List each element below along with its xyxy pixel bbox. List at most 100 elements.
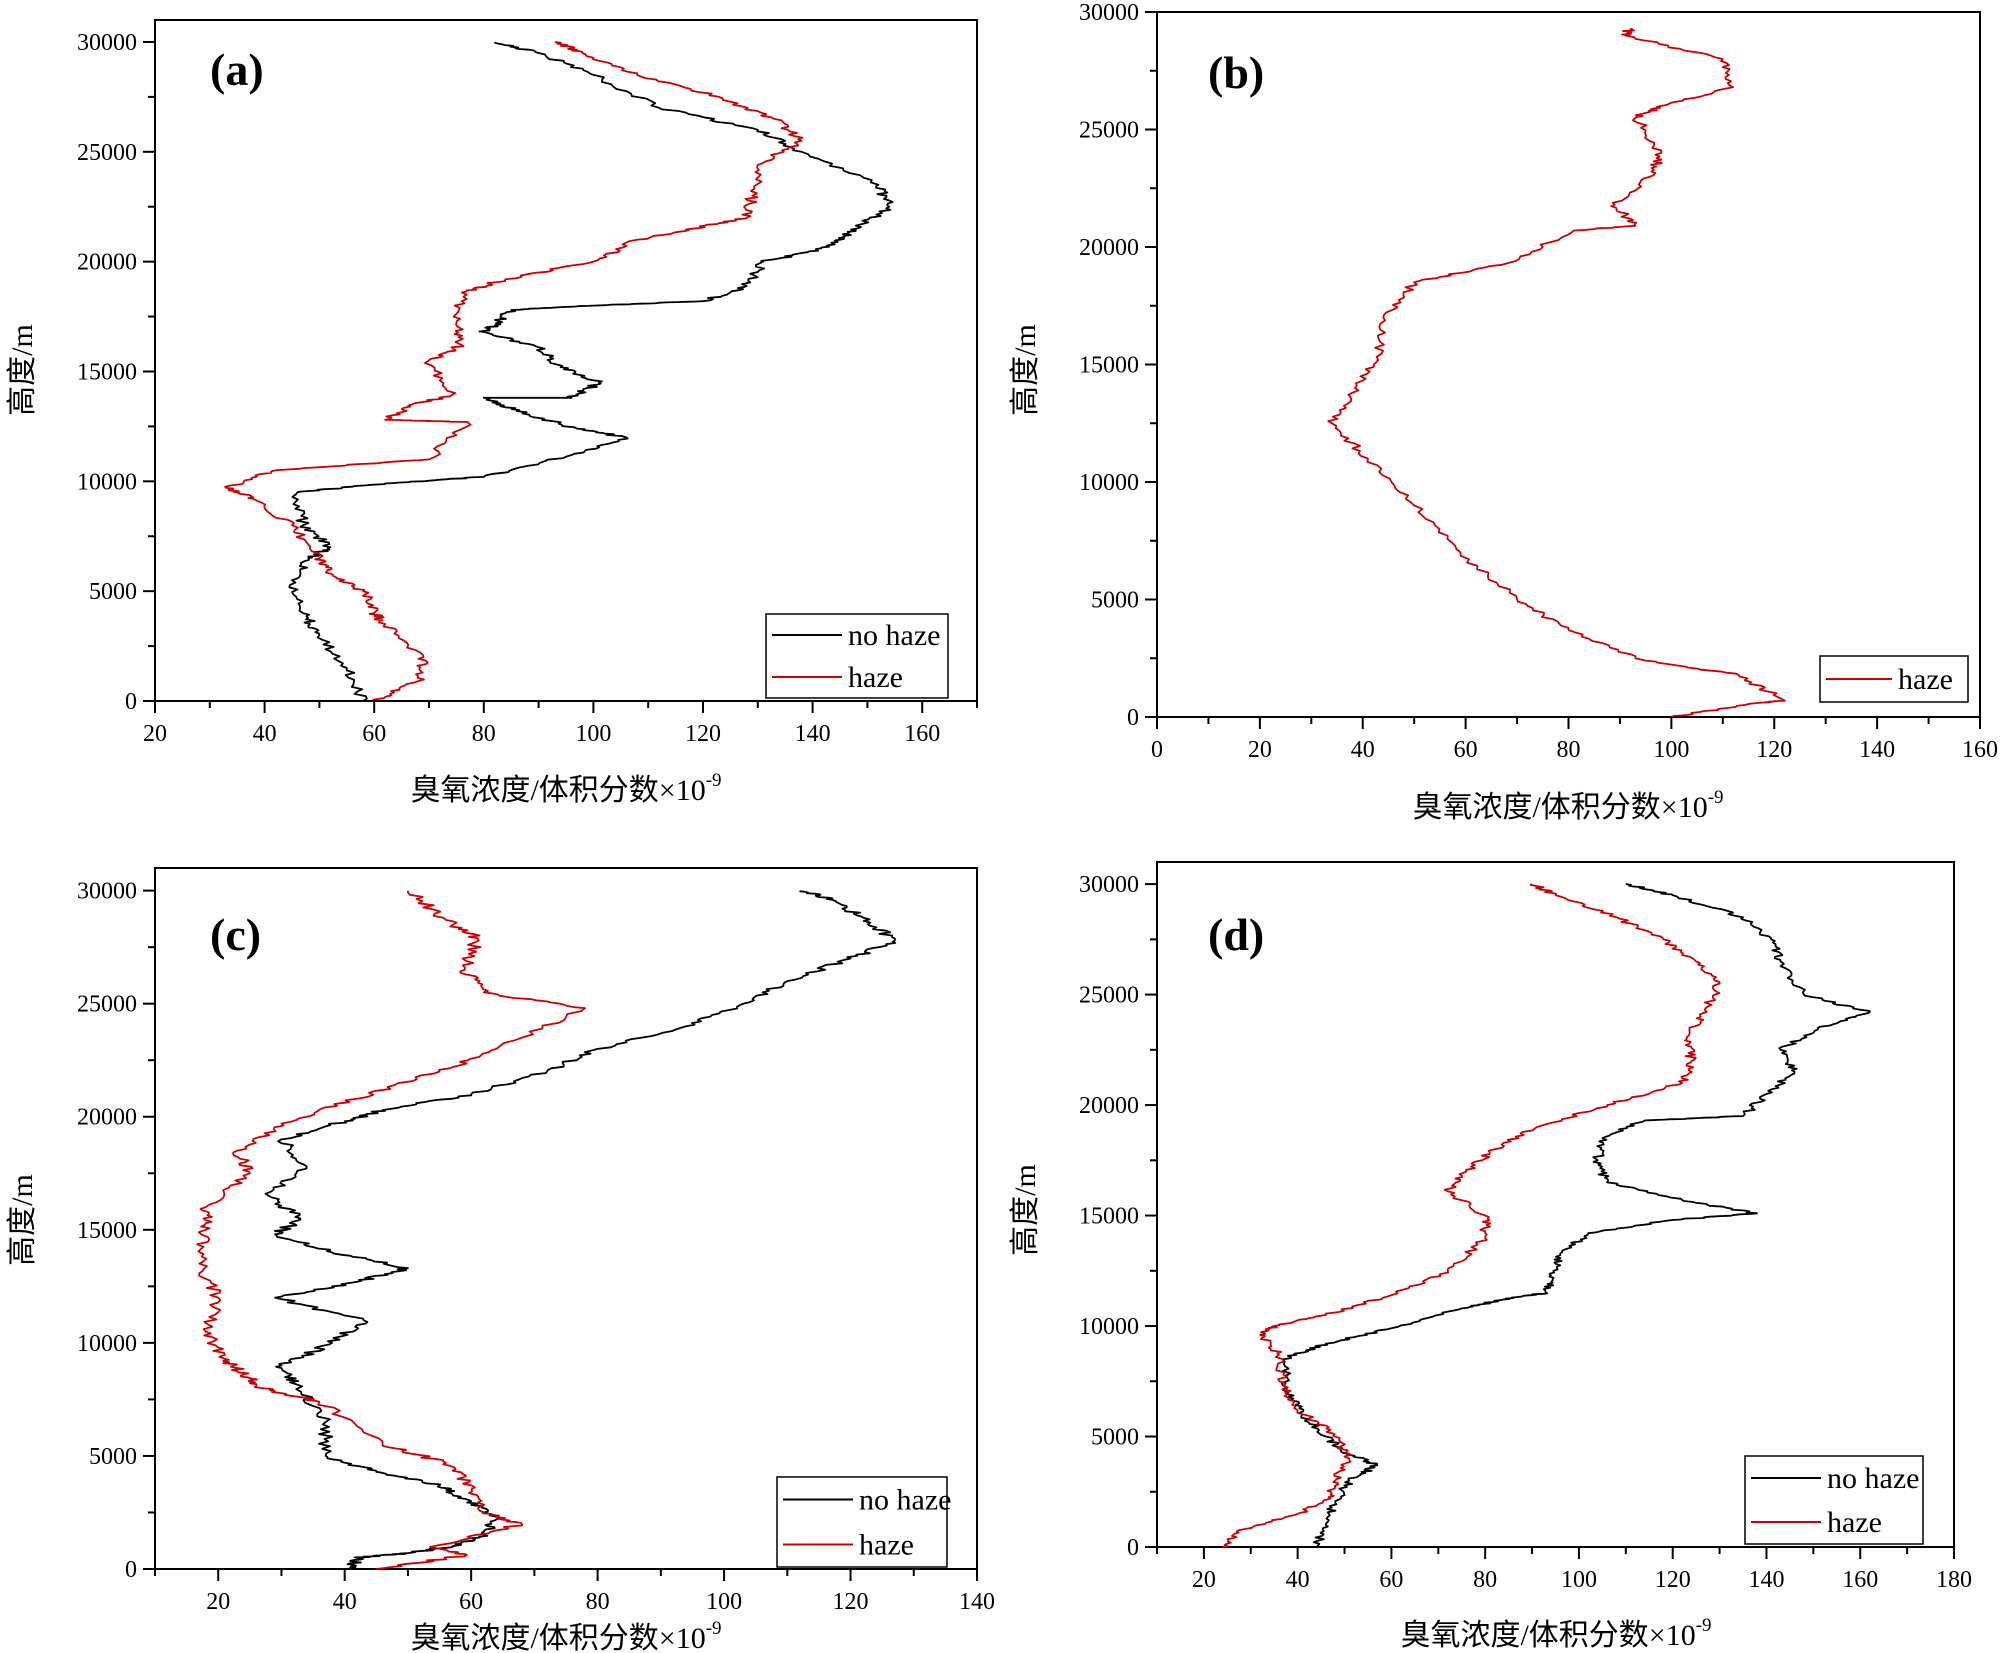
legend-box xyxy=(765,613,949,699)
x-axis-title: 臭氧浓度/体积分数×10-9 xyxy=(410,1618,721,1653)
y-tick-label: 25000 xyxy=(77,992,137,1018)
y-tick-label: 20000 xyxy=(77,250,137,276)
y-tick-label: 10000 xyxy=(1079,470,1139,496)
x-tick-label: 120 xyxy=(833,1589,869,1615)
legend: no haze haze xyxy=(1744,1455,1924,1545)
x-tick-label: 60 xyxy=(459,1589,483,1615)
y-tick-label: 20000 xyxy=(77,1105,137,1131)
y-tick-label: 30000 xyxy=(1079,872,1139,898)
x-tick-label: 160 xyxy=(904,721,940,747)
y-tick-label: 15000 xyxy=(1079,353,1139,379)
x-tick-label: 20 xyxy=(143,721,167,747)
x-tick-label: 140 xyxy=(1859,737,1895,763)
y-tick-label: 10000 xyxy=(77,1331,137,1357)
x-tick-label: 40 xyxy=(1286,1567,1310,1593)
series-line-haze xyxy=(196,890,586,1570)
y-axis-title: 高度/m xyxy=(1009,1164,1042,1256)
x-axis-title: 臭氧浓度/体积分数×10-9 xyxy=(1412,787,1723,824)
x-tick-label: 120 xyxy=(685,721,721,747)
y-tick-label: 10000 xyxy=(77,469,137,495)
x-tick-label: 160 xyxy=(1962,737,1998,763)
panel-label: (b) xyxy=(1208,47,1264,98)
x-axis-title-exponent: -9 xyxy=(706,1618,722,1639)
x-axis-title-exponent: -9 xyxy=(1708,787,1724,808)
legend-label: haze xyxy=(1827,1506,1882,1539)
x-tick-label: 100 xyxy=(706,1589,742,1615)
series-line-no-haze xyxy=(288,41,894,702)
x-tick-label: 60 xyxy=(1379,1567,1403,1593)
chart-panel-b: 0 20 40 60 80 100 120 140 160 0 5000 10000 15000 2000… xyxy=(1009,0,1998,824)
x-tick-label: 80 xyxy=(472,721,496,747)
y-tick-label: 25000 xyxy=(77,140,137,166)
series-line-haze xyxy=(1222,883,1721,1548)
plot-frame xyxy=(154,867,978,1570)
y-tick-label: 15000 xyxy=(77,359,137,385)
x-tick-label: 20 xyxy=(206,1589,230,1615)
x-tick-label: 80 xyxy=(1473,1567,1497,1593)
x-axis-title: 臭氧浓度/体积分数×10-9 xyxy=(1400,1615,1711,1652)
y-tick-label: 25000 xyxy=(1079,118,1139,144)
x-tick-label: 80 xyxy=(1557,737,1581,763)
plot-frame xyxy=(1156,11,1981,718)
y-tick-label: 30000 xyxy=(77,30,137,56)
y-tick-label: 5000 xyxy=(1091,588,1139,614)
legend-label: haze xyxy=(848,661,903,694)
legend-box xyxy=(1744,1455,1924,1545)
y-tick-label: 0 xyxy=(1127,705,1139,731)
legend-label: haze xyxy=(859,1529,914,1562)
chart-panel-a: 20 40 60 80 100 120 140 160 0 5000 10000 15000 20000… xyxy=(6,19,978,807)
x-tick-label: 60 xyxy=(362,721,386,747)
series-line-no-haze xyxy=(264,890,897,1570)
panel-label: (d) xyxy=(1208,909,1264,960)
y-tick-label: 5000 xyxy=(89,1444,137,1470)
x-tick-label: 40 xyxy=(253,721,277,747)
x-axis-title: 臭氧浓度/体积分数×10-9 xyxy=(410,770,721,807)
x-tick-label: 80 xyxy=(586,1589,610,1615)
panel-label: (c) xyxy=(210,909,261,960)
y-tick-label: 20000 xyxy=(1079,235,1139,261)
legend-label: no haze xyxy=(848,619,940,652)
y-tick-label: 5000 xyxy=(89,579,137,605)
y-tick-label: 15000 xyxy=(77,1218,137,1244)
x-tick-label: 120 xyxy=(1756,737,1792,763)
x-tick-label: 100 xyxy=(1653,737,1689,763)
legend-label: no haze xyxy=(1827,1462,1919,1495)
x-tick-label: 100 xyxy=(575,721,611,747)
x-tick-label: 40 xyxy=(333,1589,357,1615)
legend: haze xyxy=(1819,655,1969,703)
x-tick-label: 100 xyxy=(1561,1567,1597,1593)
x-tick-label: 180 xyxy=(1936,1567,1972,1593)
x-tick-label: 20 xyxy=(1192,1567,1216,1593)
x-tick-label: 40 xyxy=(1351,737,1375,763)
legend-box xyxy=(776,1476,948,1568)
legend-label: no haze xyxy=(859,1484,951,1517)
y-tick-label: 25000 xyxy=(1079,983,1139,1009)
chart-panel-d: 20 40 60 80 100 120 140 160 180 0 5000 10000 15000 20… xyxy=(1009,861,1972,1652)
x-axis-title-exponent: -9 xyxy=(1696,1615,1712,1636)
y-axis-title: 高度/m xyxy=(6,324,39,416)
panel-label: (a) xyxy=(210,44,264,95)
y-axis-title: 高度/m xyxy=(6,1174,39,1266)
y-tick-label: 0 xyxy=(125,1557,137,1583)
legend-label: haze xyxy=(1898,663,1953,696)
series-line-haze xyxy=(1327,27,1786,718)
series-line-no-haze xyxy=(1280,883,1871,1548)
y-tick-label: 0 xyxy=(1127,1535,1139,1561)
y-tick-label: 20000 xyxy=(1079,1093,1139,1119)
y-tick-label: 30000 xyxy=(1079,0,1139,26)
chart-panel-c: 20 40 60 80 100 120 140 0 5000 10000 15000 20000 250… xyxy=(6,867,995,1653)
x-tick-label: 140 xyxy=(959,1589,995,1615)
x-tick-label: 140 xyxy=(1748,1567,1784,1593)
x-axis-title-exponent: -9 xyxy=(706,770,722,791)
y-tick-label: 5000 xyxy=(1091,1425,1139,1451)
x-tick-label: 20 xyxy=(1248,737,1272,763)
y-tick-label: 10000 xyxy=(1079,1314,1139,1340)
x-tick-label: 120 xyxy=(1655,1567,1691,1593)
x-tick-label: 60 xyxy=(1454,737,1478,763)
series-line-haze xyxy=(224,41,804,702)
legend: no haze haze xyxy=(776,1476,951,1568)
x-tick-label: 0 xyxy=(1151,737,1163,763)
plot-frame xyxy=(154,19,978,702)
y-tick-label: 30000 xyxy=(77,879,137,905)
